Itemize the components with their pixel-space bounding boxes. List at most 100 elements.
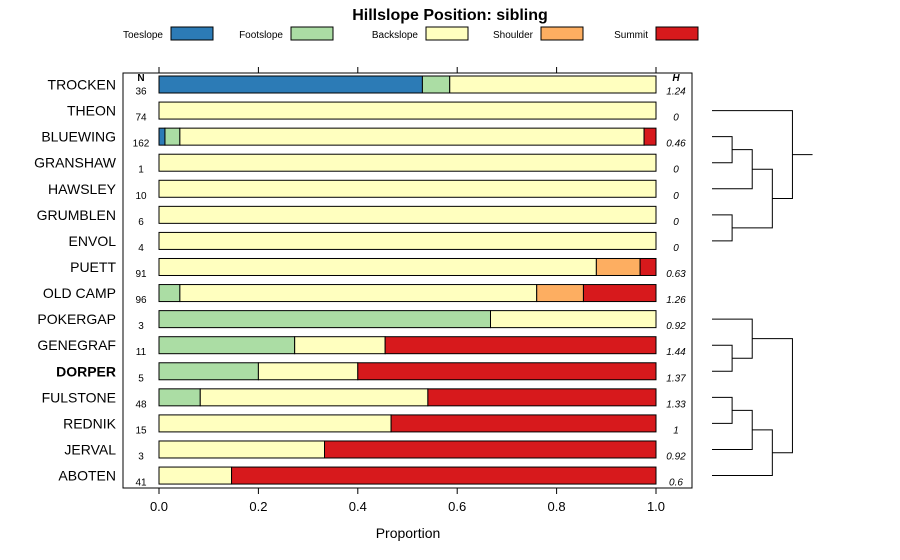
- bar-puett-backslope: [158, 257, 597, 276]
- bar-aboten-summit: [231, 466, 657, 485]
- bar-dorper-backslope: [257, 362, 359, 381]
- x-tick-label-4: 0.8: [548, 499, 566, 514]
- bar-bluewing-backslope: [179, 127, 645, 146]
- x-tick-label-5: 1.0: [647, 499, 665, 514]
- bar-old-camp-backslope: [179, 284, 538, 303]
- bar-trocken-backslope: [449, 75, 657, 94]
- legend-swatch-toeslope: [170, 26, 214, 41]
- x-tick-label-3: 0.6: [448, 499, 466, 514]
- n-value-trocken: 36: [135, 87, 147, 98]
- n-column-header: N: [137, 73, 144, 84]
- n-value-dorper: 5: [138, 373, 144, 384]
- row-label-old-camp: OLD CAMP: [43, 285, 116, 301]
- bar-puett-summit: [639, 257, 657, 276]
- dendrogram-link-3: [732, 168, 773, 229]
- plot-panel: [122, 72, 693, 489]
- h-value-pokergap: 0.92: [666, 321, 686, 332]
- row-label-trocken: TROCKEN: [48, 77, 116, 93]
- bar-genegraf-backslope: [294, 336, 386, 355]
- bar-bluewing-footslope: [164, 127, 181, 146]
- dendrogram-link-11: [712, 396, 733, 424]
- row-label-jerval: JERVAL: [64, 441, 116, 457]
- n-value-pokergap: 3: [138, 321, 144, 332]
- legend-swatch-backslope: [425, 26, 469, 41]
- h-value-hawsley: 0: [673, 191, 679, 202]
- n-value-old-camp: 96: [135, 295, 147, 306]
- h-value-puett: 0.63: [666, 269, 686, 280]
- n-value-fulstone: 48: [135, 399, 147, 410]
- legend: Toeslope Footslope Backslope Shoulder Summit: [123, 26, 699, 41]
- dendrogram-link-13: [712, 429, 773, 477]
- bar-trocken-toeslope: [158, 75, 423, 94]
- bar-rednik-backslope: [158, 414, 392, 433]
- bar-jerval-backslope: [158, 440, 326, 459]
- row-label-bluewing: BLUEWING: [41, 129, 116, 145]
- row-label-hawsley: HAWSLEY: [48, 181, 117, 197]
- bar-fulstone-footslope: [158, 388, 201, 407]
- bar-genegraf-footslope: [158, 336, 296, 355]
- legend-label-shoulder: Shoulder: [493, 30, 534, 41]
- n-value-envol: 4: [138, 243, 144, 254]
- bar-fulstone-backslope: [199, 388, 429, 407]
- row-label-theon: THEON: [67, 103, 116, 119]
- dendrogram-link-9: [712, 344, 733, 372]
- h-value-trocken: 1.24: [666, 87, 686, 98]
- x-axis: 0.0 0.2 0.4 0.6 0.8 1.0: [150, 67, 665, 514]
- bar-pokergap-backslope: [489, 310, 657, 329]
- bar-old-camp-summit: [582, 284, 657, 303]
- bar-aboten-backslope: [158, 466, 233, 485]
- bar-grumblen-backslope: [158, 205, 657, 224]
- legend-label-footslope: Footslope: [239, 30, 283, 41]
- dendrogram-link-12: [712, 409, 753, 450]
- n-value-genegraf: 11: [136, 347, 147, 358]
- bar-dorper-summit: [357, 362, 657, 381]
- legend-label-backslope: Backslope: [372, 30, 419, 41]
- h-value-rednik: 1: [673, 425, 679, 436]
- n-value-bluewing: 162: [133, 139, 150, 150]
- x-tick-label-2: 0.4: [349, 499, 367, 514]
- bar-bluewing-summit: [643, 127, 657, 146]
- bar-granshaw-backslope: [158, 153, 657, 172]
- row-label-puett: PUETT: [70, 259, 116, 275]
- bar-old-camp-footslope: [158, 284, 181, 303]
- bar-genegraf-summit: [384, 336, 657, 355]
- h-value-jerval: 0.92: [666, 451, 686, 462]
- h-value-granshaw: 0: [673, 165, 679, 176]
- bar-theon-backslope: [158, 101, 657, 120]
- legend-label-summit: Summit: [614, 30, 648, 41]
- row-label-grumblen: GRUMBLEN: [37, 207, 116, 223]
- h-value-theon: 0: [673, 113, 679, 124]
- row-label-dorper: DORPER: [56, 363, 116, 379]
- h-value-grumblen: 0: [673, 217, 679, 228]
- h-value-envol: 0: [673, 243, 679, 254]
- bar-envol-backslope: [158, 231, 657, 250]
- bar-puett-shoulder: [595, 257, 641, 276]
- h-value-dorper: 1.37: [666, 373, 686, 384]
- dendrogram-link-4: [712, 110, 793, 200]
- row-label-rednik: REDNIK: [63, 415, 117, 431]
- bar-bluewing-toeslope: [158, 127, 166, 146]
- h-value-aboten: 0.6: [669, 478, 683, 489]
- h-value-genegraf: 1.44: [666, 347, 686, 358]
- legend-swatch-footslope: [290, 26, 334, 41]
- n-value-hawsley: 10: [135, 191, 147, 202]
- h-value-fulstone: 1.33: [666, 399, 686, 410]
- bar-jerval-summit: [324, 440, 657, 459]
- n-value-aboten: 41: [135, 478, 147, 489]
- x-tick-label-0: 0.0: [150, 499, 168, 514]
- n-value-theon: 74: [135, 113, 147, 124]
- n-value-granshaw: 1: [138, 165, 144, 176]
- bar-hawsley-backslope: [158, 179, 657, 198]
- dendrogram-link-14: [752, 338, 793, 454]
- n-value-grumblen: 6: [138, 217, 144, 228]
- n-value-rednik: 15: [135, 425, 147, 436]
- legend-label-toeslope: Toeslope: [123, 30, 163, 41]
- row-label-pokergap: POKERGAP: [37, 311, 116, 327]
- row-label-granshaw: GRANSHAW: [34, 155, 117, 171]
- bar-fulstone-summit: [427, 388, 657, 407]
- bar-trocken-footslope: [421, 75, 451, 94]
- x-tick-label-1: 0.2: [249, 499, 267, 514]
- dendrogram-link-2: [712, 214, 733, 242]
- n-value-jerval: 3: [138, 451, 144, 462]
